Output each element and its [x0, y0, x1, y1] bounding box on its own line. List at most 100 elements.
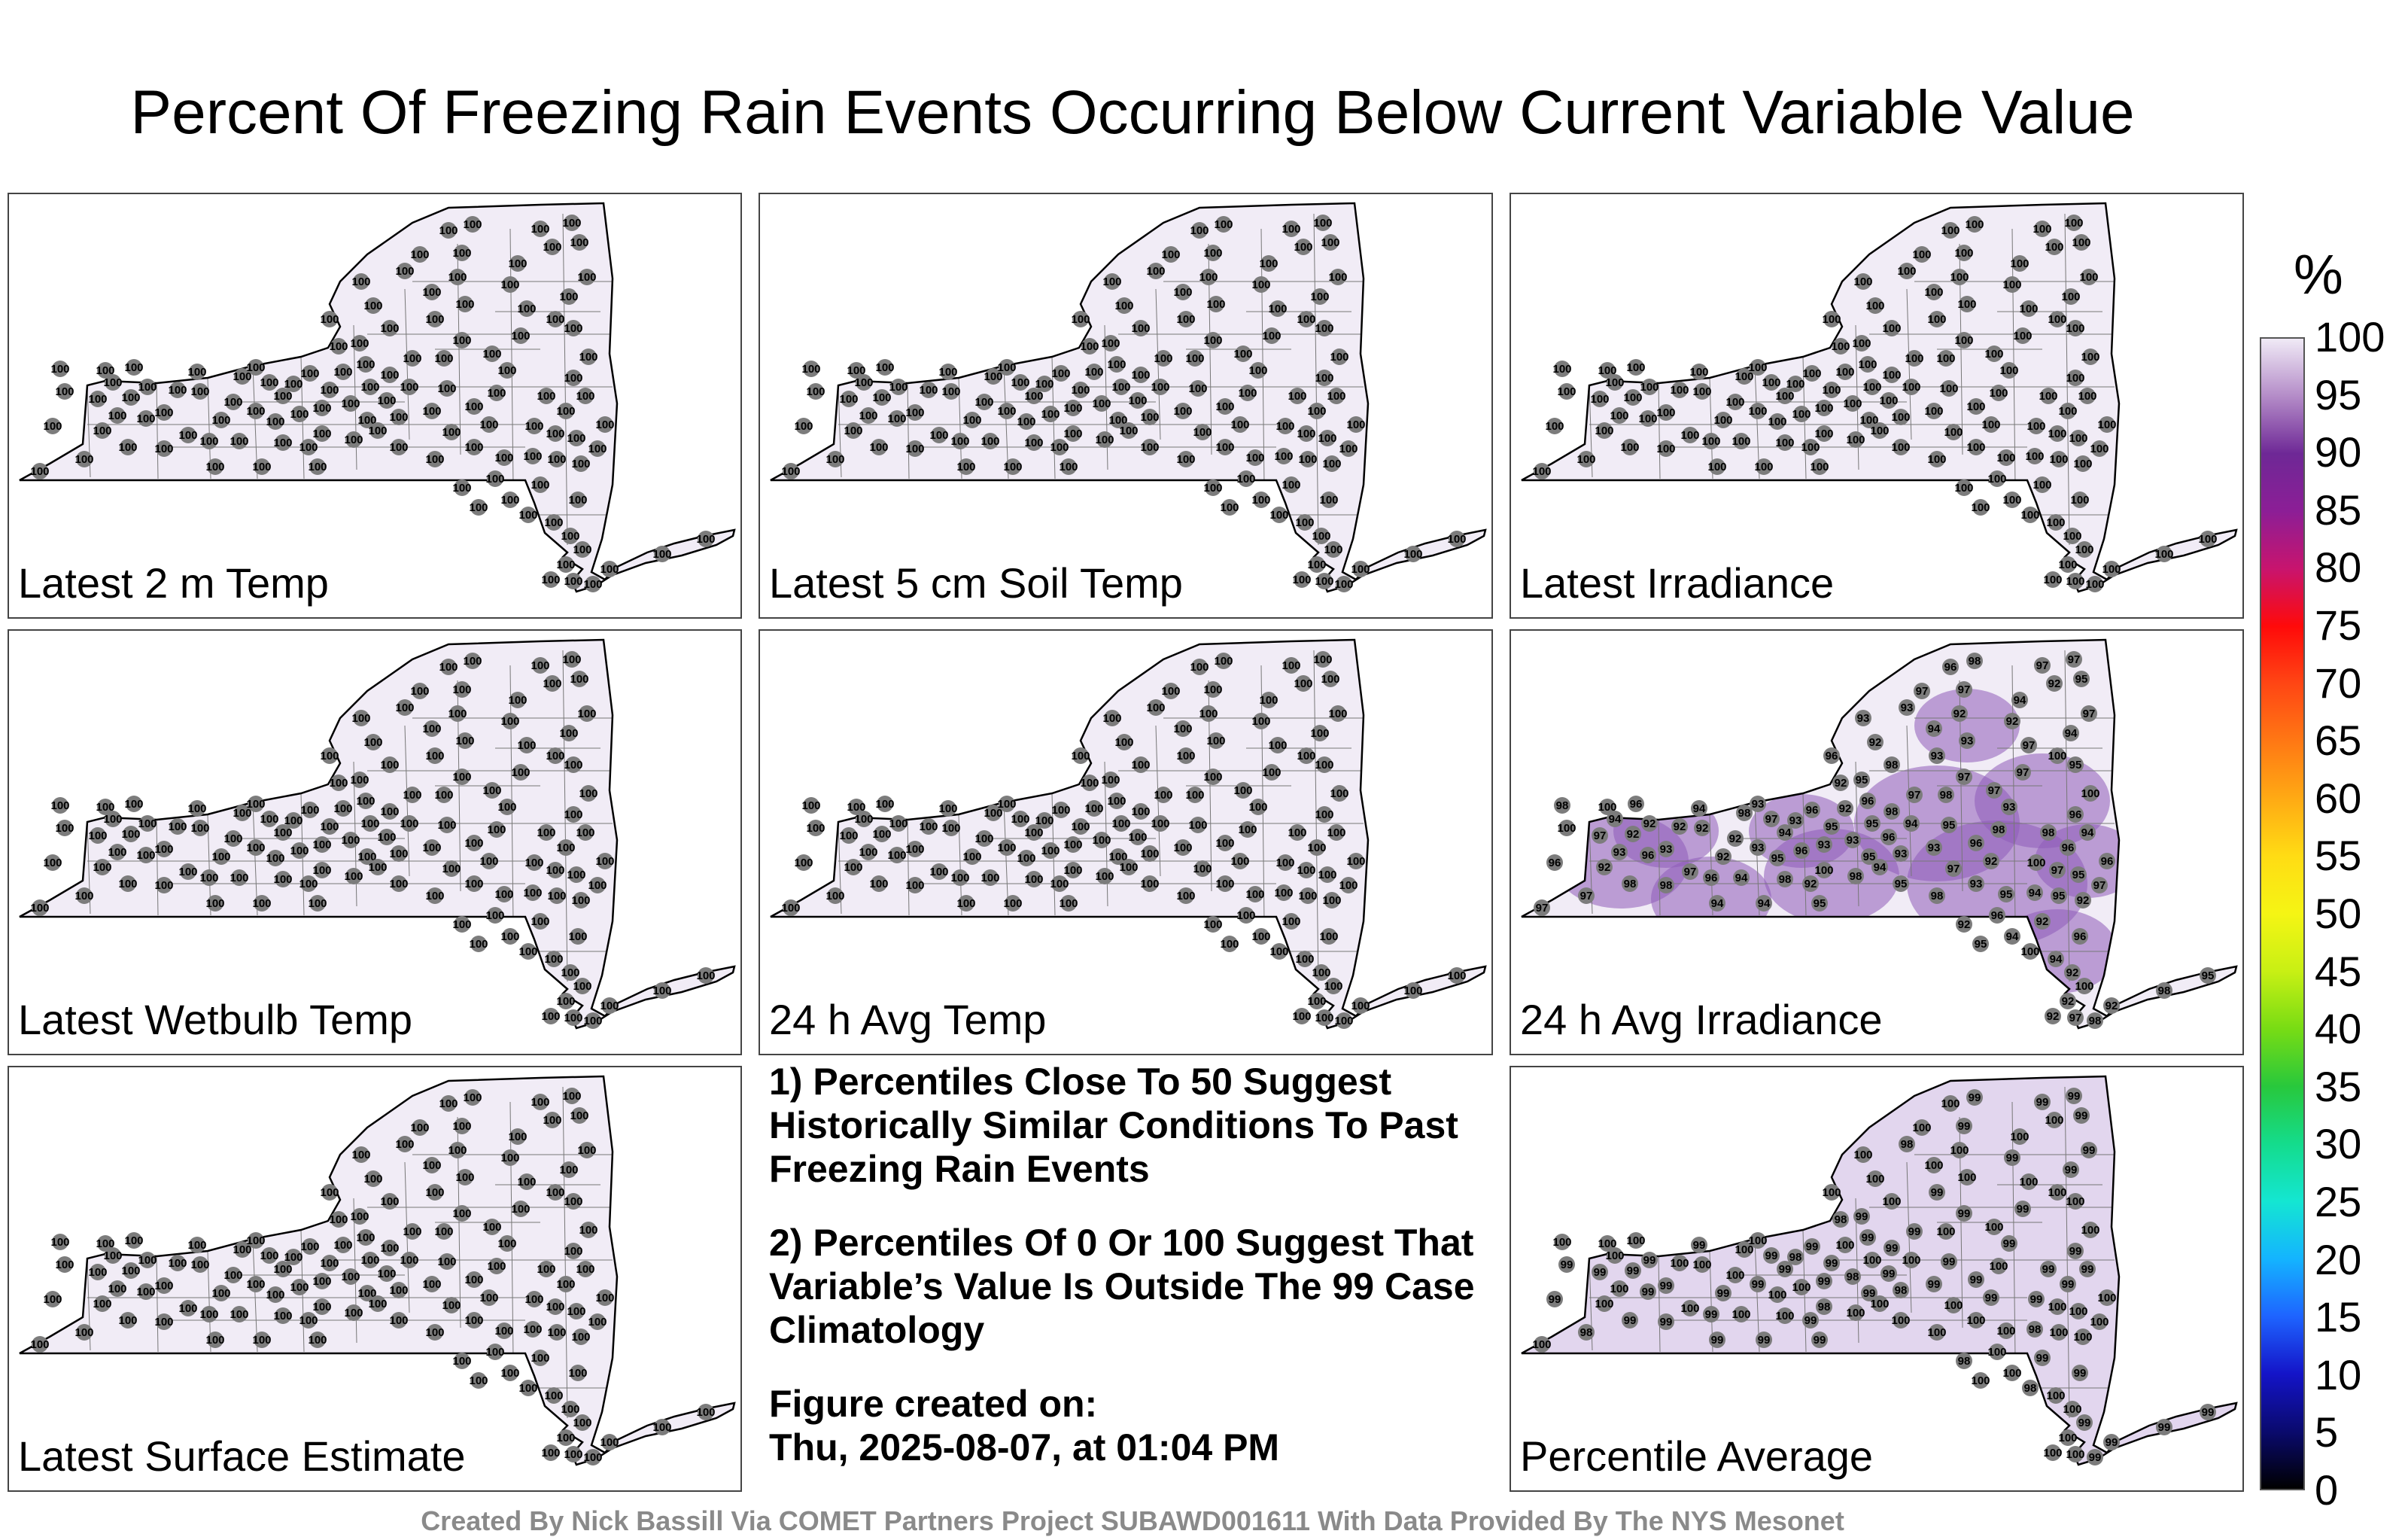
- station-marker: 100: [1557, 820, 1576, 836]
- station-marker: 100: [1215, 835, 1235, 851]
- station-marker: 100: [2043, 571, 2063, 588]
- station-marker: 100: [997, 359, 1017, 376]
- station-marker: 100: [1262, 327, 1282, 344]
- station-marker: 100: [93, 422, 112, 439]
- station-marker: 100: [2081, 1222, 2100, 1238]
- station-marker: 100: [1595, 1295, 1614, 1312]
- station-value: 92: [1598, 861, 1611, 874]
- station-marker: 100: [178, 427, 198, 443]
- station-value: 100: [997, 405, 1016, 418]
- station-marker: 93: [1968, 875, 1984, 892]
- station-marker: 99: [2156, 1419, 2172, 1435]
- station-marker: 100: [1176, 887, 1196, 904]
- station-value: 99: [2105, 1436, 2118, 1449]
- station-value: 97: [1580, 890, 1593, 902]
- station-marker: 100: [1119, 422, 1139, 439]
- station-value: 100: [154, 843, 173, 856]
- station-marker: 100: [556, 403, 576, 419]
- station-marker: 100: [333, 1237, 353, 1253]
- station-value: 100: [546, 313, 564, 326]
- station-value: 100: [96, 364, 114, 377]
- station-value: 100: [333, 1239, 352, 1252]
- station-marker: 100: [74, 887, 94, 904]
- station-marker: 100: [1315, 370, 1334, 386]
- station-value: 100: [439, 1097, 458, 1110]
- station-value: 100: [455, 298, 474, 311]
- station-marker: 100: [2090, 1313, 2109, 1330]
- station-marker: 100: [154, 404, 174, 421]
- station-value: 100: [389, 1314, 408, 1327]
- station-marker: 100: [455, 1169, 475, 1185]
- station-marker: 100: [1298, 887, 1318, 904]
- panel-label: Latest Wetbulb Temp: [18, 996, 413, 1043]
- station-value: 100: [556, 995, 575, 1008]
- station-marker: 100: [299, 439, 318, 455]
- station-marker: 100: [252, 458, 272, 475]
- station-marker: 100: [1248, 362, 1268, 379]
- station-marker: 100: [1173, 839, 1193, 856]
- station-marker: 100: [570, 671, 589, 687]
- station-marker: 100: [1203, 681, 1223, 698]
- station-marker: 100: [1321, 671, 1340, 687]
- station-marker: 100: [859, 407, 878, 424]
- station-marker: 100: [546, 311, 565, 327]
- station-value: 100: [1251, 494, 1270, 507]
- station-marker: 100: [1950, 269, 1969, 285]
- station-value: 100: [511, 330, 530, 342]
- station-marker: 100: [350, 1208, 369, 1225]
- station-value: 100: [2043, 1447, 2062, 1459]
- station-value: 100: [344, 870, 363, 883]
- station-marker: 95: [1861, 848, 1877, 865]
- station-value: 100: [482, 348, 501, 361]
- station-value: 100: [463, 218, 482, 231]
- station-value: 100: [1233, 348, 1252, 361]
- station-marker: 99: [2072, 1365, 2088, 1381]
- station-marker: 100: [452, 332, 472, 348]
- station-value: 100: [357, 851, 376, 863]
- station-value: 100: [464, 878, 483, 890]
- station-marker: 100: [1924, 1157, 1944, 1173]
- station-value: 100: [1092, 397, 1111, 410]
- station-value: 92: [1958, 918, 1971, 931]
- station-marker: 100: [1814, 862, 1834, 878]
- station-marker: 92: [1951, 705, 1968, 722]
- station-value: 100: [1024, 390, 1043, 403]
- station-value: 100: [938, 366, 957, 379]
- station-marker: 100: [1108, 848, 1128, 865]
- station-value: 100: [600, 1436, 619, 1449]
- station-marker: 99: [1859, 1229, 1876, 1246]
- station-marker: 100: [246, 1276, 266, 1292]
- station-value: 100: [1035, 814, 1054, 827]
- station-marker: 97: [1578, 887, 1595, 904]
- station-value: 100: [312, 1301, 331, 1313]
- station-value: 99: [1856, 1210, 1868, 1223]
- station-marker: 100: [403, 787, 422, 803]
- station-value: 100: [273, 873, 292, 886]
- station-marker: 100: [357, 1285, 377, 1301]
- station-marker: 100: [273, 388, 293, 404]
- station-value: 100: [1754, 461, 1773, 473]
- station-value: 100: [178, 1302, 197, 1315]
- station-marker: 100: [497, 1235, 517, 1252]
- station-marker: 100: [541, 1008, 561, 1024]
- station-marker: 100: [464, 398, 484, 415]
- station-value: 100: [497, 364, 516, 377]
- station-marker: 100: [442, 1297, 461, 1313]
- station-marker: 100: [1199, 269, 1218, 285]
- state-fill: [1522, 1076, 2236, 1465]
- station-marker: 100: [1050, 439, 1069, 455]
- station-marker: 100: [422, 1157, 442, 1173]
- station-value: 100: [1707, 461, 1726, 473]
- station-marker: 100: [854, 811, 874, 827]
- station-marker: 100: [2046, 1387, 2066, 1404]
- station-value: 98: [1886, 759, 1899, 772]
- station-value: 100: [546, 1186, 564, 1199]
- station-value: 100: [579, 1224, 597, 1237]
- station-value: 100: [1251, 930, 1270, 943]
- station-marker: 100: [1295, 514, 1315, 531]
- station-value: 93: [1931, 750, 1944, 762]
- station-value: 100: [1214, 218, 1233, 231]
- station-value: 100: [1307, 558, 1326, 571]
- station-marker: 100: [437, 817, 457, 833]
- station-marker: 100: [55, 820, 74, 836]
